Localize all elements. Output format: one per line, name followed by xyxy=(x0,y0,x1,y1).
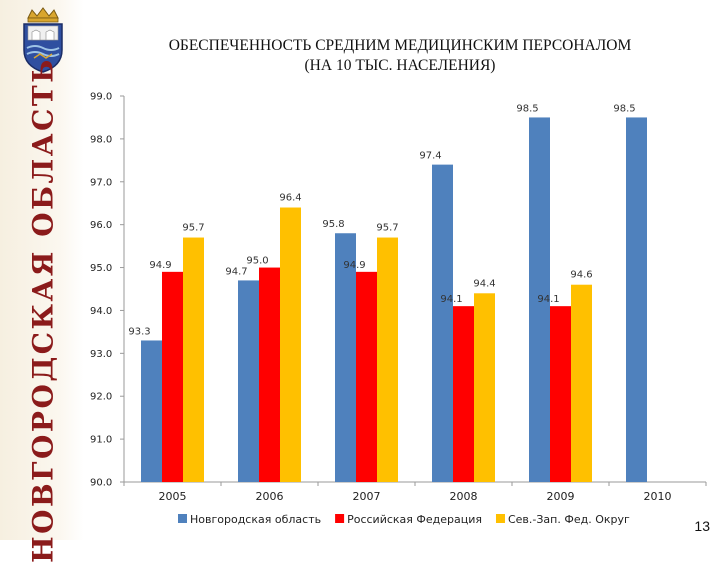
bar xyxy=(238,280,259,482)
bar xyxy=(141,340,162,482)
legend-entry: Новгородская область xyxy=(190,513,321,526)
bar xyxy=(453,306,474,482)
y-tick-label: 98.0 xyxy=(90,134,112,145)
data-label: 95.8 xyxy=(322,219,344,230)
data-label: 94.9 xyxy=(149,260,171,271)
y-tick-label: 94.0 xyxy=(90,306,112,317)
sidebar-band: НОВГОРОДСКАЯ ОБЛАСТЬ xyxy=(0,0,84,563)
bar xyxy=(550,306,571,482)
bar xyxy=(626,117,647,482)
data-label: 95.0 xyxy=(246,256,268,267)
legend-swatch xyxy=(335,514,345,523)
legend-swatch xyxy=(495,514,505,523)
y-tick-label: 97.0 xyxy=(90,177,112,188)
data-label: 94.4 xyxy=(473,278,495,289)
x-tick-label: 2009 xyxy=(547,490,575,503)
bar xyxy=(356,271,377,482)
x-tick-label: 2008 xyxy=(450,490,478,503)
x-tick-label: 2005 xyxy=(159,490,187,503)
coat-of-arms-icon xyxy=(23,7,63,73)
bar xyxy=(529,117,550,482)
title-line-1: ОБЕСПЕЧЕННОСТЬ СРЕДНИМ МЕДИЦИНСКИМ ПЕРСО… xyxy=(168,37,632,54)
bar-chart: 90.0 91.0 92.0 93.0 94.0 95.0 96.0 97.0 98.0 99.0… xyxy=(90,92,707,526)
data-label: 94.6 xyxy=(570,270,592,281)
y-tick-label: 90.0 xyxy=(90,478,112,489)
x-tick-label: 2010 xyxy=(644,490,672,503)
data-label: 97.4 xyxy=(419,151,441,162)
data-label: 94.1 xyxy=(537,294,559,305)
page-number: 13 xyxy=(694,518,710,534)
bar xyxy=(162,271,183,482)
data-label: 93.3 xyxy=(128,326,150,337)
bar xyxy=(377,237,398,482)
x-tick-label: 2006 xyxy=(256,490,284,503)
legend-entry: Российская Федерация xyxy=(347,513,482,526)
data-label: 98.5 xyxy=(613,103,635,114)
bar xyxy=(432,164,453,482)
y-tick-label: 92.0 xyxy=(90,392,112,403)
y-tick-label: 95.0 xyxy=(90,263,112,274)
bar xyxy=(474,293,495,482)
legend-entry: Сев.-Зап. Фед. Округ xyxy=(508,513,630,526)
data-label: 95.7 xyxy=(376,223,398,234)
legend-swatch xyxy=(178,514,187,523)
bar xyxy=(183,237,204,482)
data-label: 94.7 xyxy=(225,266,247,277)
data-label: 96.4 xyxy=(279,193,301,204)
bar xyxy=(280,207,301,482)
title-line-2: (НА 10 ТЫС. НАСЕЛЕНИЯ) xyxy=(304,57,496,74)
data-label: 98.5 xyxy=(516,103,538,114)
data-label: 95.7 xyxy=(182,223,204,234)
bar xyxy=(259,267,280,482)
y-tick-label: 96.0 xyxy=(90,220,112,231)
bar xyxy=(571,284,592,482)
page-title: ОБЕСПЕЧЕННОСТЬ СРЕДНИМ МЕДИЦИНСКИМ ПЕРСО… xyxy=(90,36,710,76)
y-tick-label: 99.0 xyxy=(90,92,112,103)
data-label: 94.1 xyxy=(440,294,462,305)
x-tick-label: 2007 xyxy=(353,490,381,503)
region-name: НОВГОРОДСКАЯ ОБЛАСТЬ xyxy=(26,57,60,563)
bar xyxy=(335,233,356,482)
data-label: 94.9 xyxy=(343,260,365,271)
y-tick-label: 91.0 xyxy=(90,435,112,446)
y-tick-label: 93.0 xyxy=(90,349,112,360)
